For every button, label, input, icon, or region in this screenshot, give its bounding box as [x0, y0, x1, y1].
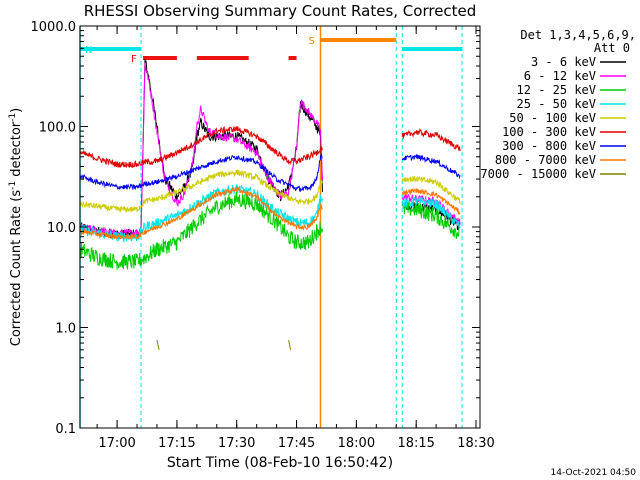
- y-axis-label-sup1: -1: [8, 181, 18, 190]
- legend-label-6: 300 - 800 keV: [502, 139, 596, 153]
- y-tick-label-3: 100.0: [39, 121, 76, 136]
- legend-label-1: 6 - 12 keV: [524, 69, 596, 83]
- y-axis-label-sup2: -1: [8, 113, 18, 122]
- chart-title: RHESSI Observing Summary Count Rates, Co…: [84, 2, 477, 20]
- series-line-2: [79, 191, 461, 270]
- y-axis-label-main: Corrected Count Rate (s: [9, 190, 24, 347]
- flag-N-label: N: [85, 45, 92, 56]
- legend-label-5: 100 - 300 keV: [502, 125, 596, 139]
- series-line-4: [79, 169, 461, 213]
- y-tick-label-0: 0.1: [55, 422, 76, 437]
- y-axis-label: Corrected Count Rate (s-1 detector-1): [8, 108, 24, 346]
- legend-label-2: 12 - 25 keV: [517, 83, 596, 97]
- flag-bars: N F S: [80, 36, 463, 65]
- flag-S-label: S: [308, 36, 314, 47]
- x-tick-label-6: 18:30: [457, 436, 494, 451]
- x-tick-label-5: 18:15: [397, 436, 434, 451]
- x-tick-label-3: 17:45: [278, 436, 315, 451]
- y-tick-label-4: 1000.0: [31, 20, 77, 35]
- series-line-3: [79, 184, 461, 243]
- x-tick-label-4: 18:00: [338, 436, 375, 451]
- footer-date: 14-Oct-2021 04:50: [551, 468, 637, 478]
- y-tick-label-1: 1.0: [55, 322, 76, 337]
- series-line-7: [79, 184, 461, 241]
- legend-label-8: 7000 - 15000 keV: [480, 167, 596, 181]
- legend-title-line-1: Det 1,3,4,5,6,9,: [520, 28, 636, 42]
- legend-label-0: 3 - 6 keV: [531, 55, 596, 69]
- flag-F-label: F: [131, 54, 137, 65]
- legend-label-3: 25 - 50 keV: [517, 97, 596, 111]
- axis-ticks: 0.1 1.0 10.0 100.0 1000.0 17:00 17:15 17:30 17:4…: [31, 20, 495, 451]
- y-axis-label-mid: detector: [9, 121, 24, 181]
- y-tick-label-2: 10.0: [47, 221, 76, 236]
- legend-label-4: 50 - 100 keV: [509, 111, 596, 125]
- x-tick-label-0: 17:00: [98, 436, 135, 451]
- y-axis-label-end: ): [9, 108, 24, 113]
- legend-label-7: 800 - 7000 keV: [495, 153, 596, 167]
- series-line-8: [156, 339, 292, 350]
- x-tick-label-1: 17:15: [158, 436, 195, 451]
- series-line-5: [79, 125, 461, 169]
- legend-title-line-2: Att 0: [594, 41, 630, 55]
- series-line-6: [79, 153, 461, 193]
- series-lines: [79, 59, 461, 350]
- x-axis-label: Start Time (08-Feb-10 16:50:42): [167, 455, 393, 471]
- x-tick-label-2: 17:30: [218, 436, 255, 451]
